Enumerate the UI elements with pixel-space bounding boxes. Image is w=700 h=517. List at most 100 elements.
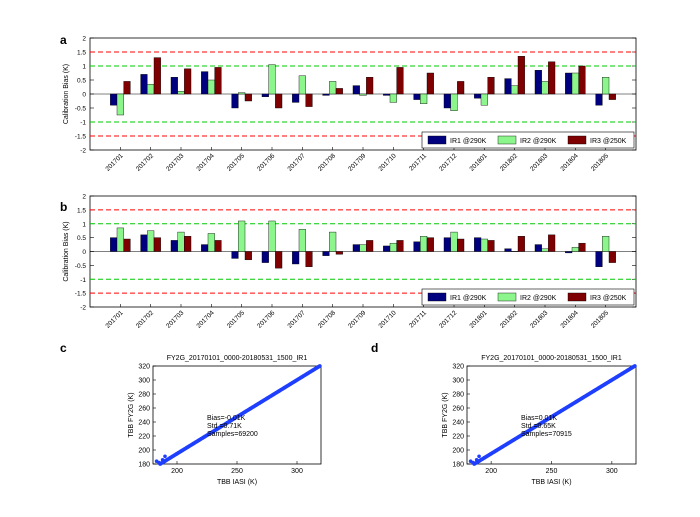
x-tick-label: 201802 [499, 309, 520, 330]
bar-ir3-201712 [457, 81, 465, 95]
bar-ir2-201710 [389, 93, 397, 103]
bar-ir1-201802 [504, 248, 512, 252]
bar-ir3-201701 [123, 81, 131, 95]
legend-swatch [567, 292, 587, 302]
y-axis-label: TBB FY2G (K) [128, 392, 135, 437]
bar-ir2-201708 [329, 231, 337, 252]
bar-ir3-201710 [396, 67, 404, 95]
x-tick-label: 250 [546, 468, 558, 475]
y-tick-label: 180 [452, 462, 464, 469]
bar-ir1-201710 [383, 245, 391, 252]
legend-label: IR3 @250K [590, 138, 627, 145]
y-tick-label: 240 [138, 420, 150, 427]
scatter-point [474, 458, 479, 462]
bar-ir1-201702 [140, 74, 148, 95]
y-tick-label: 260 [138, 406, 150, 413]
y-tick-label: 1 [82, 64, 86, 71]
bar-ir1-201708 [322, 251, 330, 256]
bar-ir1-201804 [565, 251, 573, 254]
x-tick-label: 201705 [226, 309, 247, 330]
y-tick-label: -0.5 [75, 263, 87, 270]
bar-ir1-201704 [201, 71, 209, 95]
scatter-title: FY2G_20170101_0000-20180531_1500_IR1 [167, 355, 308, 362]
x-tick-label: 201704 [195, 309, 216, 330]
bar-ir3-201706 [275, 251, 283, 269]
bar-ir1-201702 [140, 234, 148, 252]
bar-ir1-201710 [383, 93, 391, 96]
scatter-point [471, 460, 475, 465]
bar-ir2-201703 [177, 90, 185, 95]
y-tick-label: -2 [80, 305, 86, 312]
bar-ir2-201705 [238, 92, 246, 95]
bar-ir1-201712 [443, 93, 451, 109]
legend-swatch [497, 292, 517, 302]
bar-ir3-201708 [335, 251, 343, 255]
legend-label: IR1 @290K [450, 138, 487, 145]
bar-ir1-201801 [474, 237, 482, 252]
bar-ir2-201710 [389, 242, 397, 252]
x-axis-label: TBB IASI (K) [531, 479, 571, 486]
y-tick-label: 280 [138, 392, 150, 399]
x-tick-label: 201706 [256, 152, 277, 173]
bar-ir3-201703 [184, 68, 192, 95]
x-tick-label: 201703 [165, 309, 186, 330]
bar-ir2-201707 [298, 75, 306, 95]
legend-label: IR1 @290K [450, 295, 487, 302]
bar-ir2-201705 [238, 220, 246, 252]
y-tick-label: 2 [82, 36, 86, 43]
y-tick-label: 240 [452, 420, 464, 427]
bar-ir3-201711 [426, 72, 434, 95]
x-tick-label: 201712 [438, 309, 459, 330]
y-axis-label: Calibration Bias (K) [63, 64, 70, 124]
bar-ir2-201712 [450, 93, 458, 111]
scatter-point [157, 460, 161, 465]
legend-swatch [427, 135, 447, 145]
bar-ir1-201709 [352, 85, 360, 95]
bar-ir1-201712 [443, 237, 451, 252]
scatter-point [160, 458, 165, 462]
stats-label: Samples=70915 [521, 431, 572, 438]
x-tick-label: 201706 [256, 309, 277, 330]
bar-ir1-201805 [595, 251, 603, 267]
x-axis-label: TBB IASI (K) [217, 479, 257, 486]
stats-label: Std =0.65K [521, 423, 556, 430]
bar-ir3-201805 [608, 93, 616, 100]
panel-letter: b [60, 200, 67, 214]
x-tick-label: 201711 [408, 309, 428, 329]
panel-letter: c [60, 341, 67, 355]
bar-ir3-201705 [244, 93, 252, 102]
y-tick-label: 280 [452, 392, 464, 399]
x-tick-label: 201804 [559, 152, 580, 173]
y-tick-label: 1.5 [77, 207, 86, 214]
bar-ir2-201701 [116, 227, 124, 252]
legend-label: IR2 @290K [520, 295, 557, 302]
bar-ir1-201707 [292, 93, 300, 103]
bar-ir2-201707 [298, 229, 306, 252]
x-tick-label: 201801 [468, 152, 489, 173]
y-tick-label: 0 [82, 92, 86, 99]
y-tick-label: 200 [138, 448, 150, 455]
bar-ir1-201706 [261, 251, 269, 263]
x-tick-label: 201712 [438, 152, 459, 173]
bar-ir2-201805 [602, 236, 610, 252]
y-tick-label: -1.5 [75, 291, 87, 298]
x-tick-label: 201707 [286, 309, 307, 330]
bar-ir2-201801 [480, 238, 488, 252]
y-tick-label: 0.5 [77, 235, 86, 242]
scatter-points [154, 364, 322, 466]
bar-ir1-201711 [413, 93, 421, 100]
y-tick-label: -2 [80, 148, 86, 155]
bar-ir3-201703 [184, 236, 192, 252]
x-tick-label: 201708 [317, 152, 338, 173]
bar-ir1-201802 [504, 78, 512, 95]
y-axis-label: Calibration Bias (K) [63, 221, 70, 281]
bar-ir3-201707 [305, 251, 313, 267]
bar-ir2-201709 [359, 93, 367, 96]
bar-ir3-201708 [335, 88, 343, 95]
bar-ir1-201803 [534, 69, 542, 95]
y-tick-label: -1.5 [75, 134, 87, 141]
bar-panel-a: a -2 -1.5 -1 -0.5 0 0.5 1 1.5 2 Calibration Bias (… [60, 33, 637, 173]
y-tick-label: 0.5 [77, 78, 86, 85]
legend: IR1 @290K IR2 @290K IR3 @250K [421, 288, 635, 306]
